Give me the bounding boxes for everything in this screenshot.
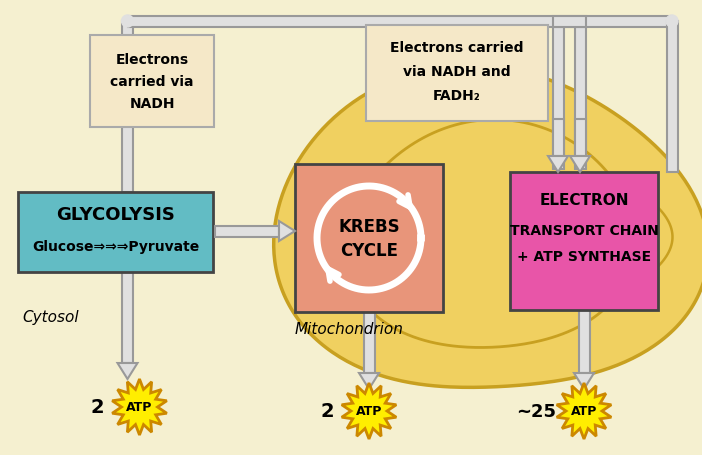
FancyBboxPatch shape <box>666 22 677 172</box>
FancyBboxPatch shape <box>552 16 585 27</box>
Polygon shape <box>112 379 167 435</box>
Polygon shape <box>342 383 397 439</box>
Text: ELECTRON: ELECTRON <box>539 193 629 208</box>
FancyBboxPatch shape <box>122 273 133 363</box>
Polygon shape <box>274 66 702 388</box>
Circle shape <box>121 16 133 28</box>
Text: NADH: NADH <box>129 97 175 111</box>
Text: GLYCOLYSIS: GLYCOLYSIS <box>56 206 175 223</box>
FancyBboxPatch shape <box>364 312 374 373</box>
Polygon shape <box>548 157 568 172</box>
Polygon shape <box>570 157 590 172</box>
Text: ATP: ATP <box>126 400 153 414</box>
Text: 2: 2 <box>320 402 334 420</box>
Polygon shape <box>557 383 611 439</box>
Text: TRANSPORT CHAIN: TRANSPORT CHAIN <box>510 223 658 238</box>
Polygon shape <box>117 363 138 379</box>
FancyBboxPatch shape <box>578 310 590 373</box>
FancyBboxPatch shape <box>128 16 672 27</box>
Text: Electrons carried: Electrons carried <box>390 41 524 55</box>
Text: ATP: ATP <box>356 404 382 418</box>
Text: Electrons: Electrons <box>115 53 189 67</box>
FancyBboxPatch shape <box>215 226 279 237</box>
Text: + ATP SYNTHASE: + ATP SYNTHASE <box>517 249 651 263</box>
Circle shape <box>666 16 678 28</box>
Polygon shape <box>279 222 295 242</box>
Text: Mitochondrion: Mitochondrion <box>295 322 404 337</box>
Text: FADH₂: FADH₂ <box>433 89 481 103</box>
FancyBboxPatch shape <box>552 22 564 170</box>
Text: 2: 2 <box>91 398 105 417</box>
Text: KREBS: KREBS <box>338 217 400 236</box>
Polygon shape <box>574 373 594 389</box>
Text: Cytosol: Cytosol <box>22 310 79 325</box>
FancyBboxPatch shape <box>18 192 213 273</box>
FancyBboxPatch shape <box>574 120 585 157</box>
Text: carried via: carried via <box>110 75 194 89</box>
FancyBboxPatch shape <box>574 22 585 170</box>
Polygon shape <box>359 373 379 389</box>
Text: CYCLE: CYCLE <box>340 242 398 259</box>
FancyBboxPatch shape <box>510 172 658 310</box>
Text: ~25: ~25 <box>516 402 556 420</box>
Text: ATP: ATP <box>571 404 597 418</box>
FancyBboxPatch shape <box>295 165 443 312</box>
FancyBboxPatch shape <box>552 120 564 157</box>
Text: Glucose⇒⇒⇒Pyruvate: Glucose⇒⇒⇒Pyruvate <box>32 239 199 253</box>
FancyBboxPatch shape <box>122 22 133 192</box>
Text: via NADH and: via NADH and <box>403 65 511 79</box>
FancyBboxPatch shape <box>366 26 548 122</box>
FancyBboxPatch shape <box>90 36 214 128</box>
